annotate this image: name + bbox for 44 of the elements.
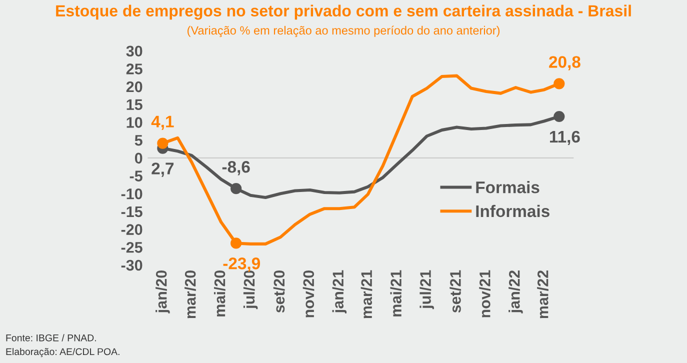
point bbox=[157, 138, 168, 149]
y-tick-label: -30 bbox=[121, 260, 142, 271]
annotation: 4,1 bbox=[151, 116, 174, 130]
y-tick-label: 0 bbox=[134, 152, 142, 164]
x-tick-label: jul/20 bbox=[243, 270, 258, 310]
x-tick-label: mar/21 bbox=[360, 270, 372, 318]
y-tick-label: 25 bbox=[126, 64, 142, 74]
x-tick-label: mar/22 bbox=[537, 270, 548, 318]
x-tick-label: nov/20 bbox=[302, 270, 314, 318]
legend-label: Informais bbox=[476, 204, 550, 218]
x-tick-label: jan/22 bbox=[508, 270, 523, 314]
chart-title: Estoque de empregos no setor privado com e sem carteira assinada - Brasil bbox=[56, 4, 631, 20]
x-tick-label: jan/21 bbox=[332, 270, 347, 314]
y-tick-label: 30 bbox=[126, 46, 142, 57]
x-tick-label: set/20 bbox=[273, 270, 285, 313]
annotation: 2,7 bbox=[152, 162, 174, 177]
y-tick-label: 5 bbox=[134, 135, 142, 146]
x-tick-label: set/21 bbox=[450, 270, 462, 313]
annotation: -8,6 bbox=[222, 161, 250, 176]
annotation: -23,9 bbox=[223, 258, 260, 272]
y-tick-label: -20 bbox=[121, 224, 142, 235]
y-tick-label: -10 bbox=[121, 188, 142, 200]
x-tick-label: jan/20 bbox=[156, 270, 170, 314]
y-tick-label: -5 bbox=[130, 170, 142, 182]
y-tick-label: 20 bbox=[126, 81, 142, 92]
source-note: Fonte: IBGE / PNAD. bbox=[6, 334, 96, 342]
x-tick-label: mai/20 bbox=[214, 270, 226, 316]
chart-subtitle: (Variação % em relação ao mesmo período do ano anterior) bbox=[188, 26, 500, 37]
y-tick-label: -25 bbox=[121, 242, 142, 253]
point bbox=[230, 183, 242, 194]
x-tick-label: jul/21 bbox=[420, 270, 434, 310]
legend-label: Formais bbox=[476, 181, 540, 194]
point bbox=[554, 78, 565, 90]
annotation: 11,6 bbox=[550, 130, 580, 146]
annotation: 20,8 bbox=[549, 56, 580, 70]
y-tick-label: -15 bbox=[121, 206, 142, 218]
x-tick-label: mai/21 bbox=[390, 270, 402, 316]
x-tick-label: mar/20 bbox=[184, 270, 196, 318]
point bbox=[554, 110, 565, 122]
y-tick-label: 15 bbox=[126, 99, 142, 110]
point bbox=[230, 238, 242, 249]
text: Elaboração: AE/CDL POA. bbox=[6, 348, 120, 358]
y-tick-label: 10 bbox=[126, 117, 142, 128]
x-tick-label: nov/21 bbox=[479, 270, 490, 318]
